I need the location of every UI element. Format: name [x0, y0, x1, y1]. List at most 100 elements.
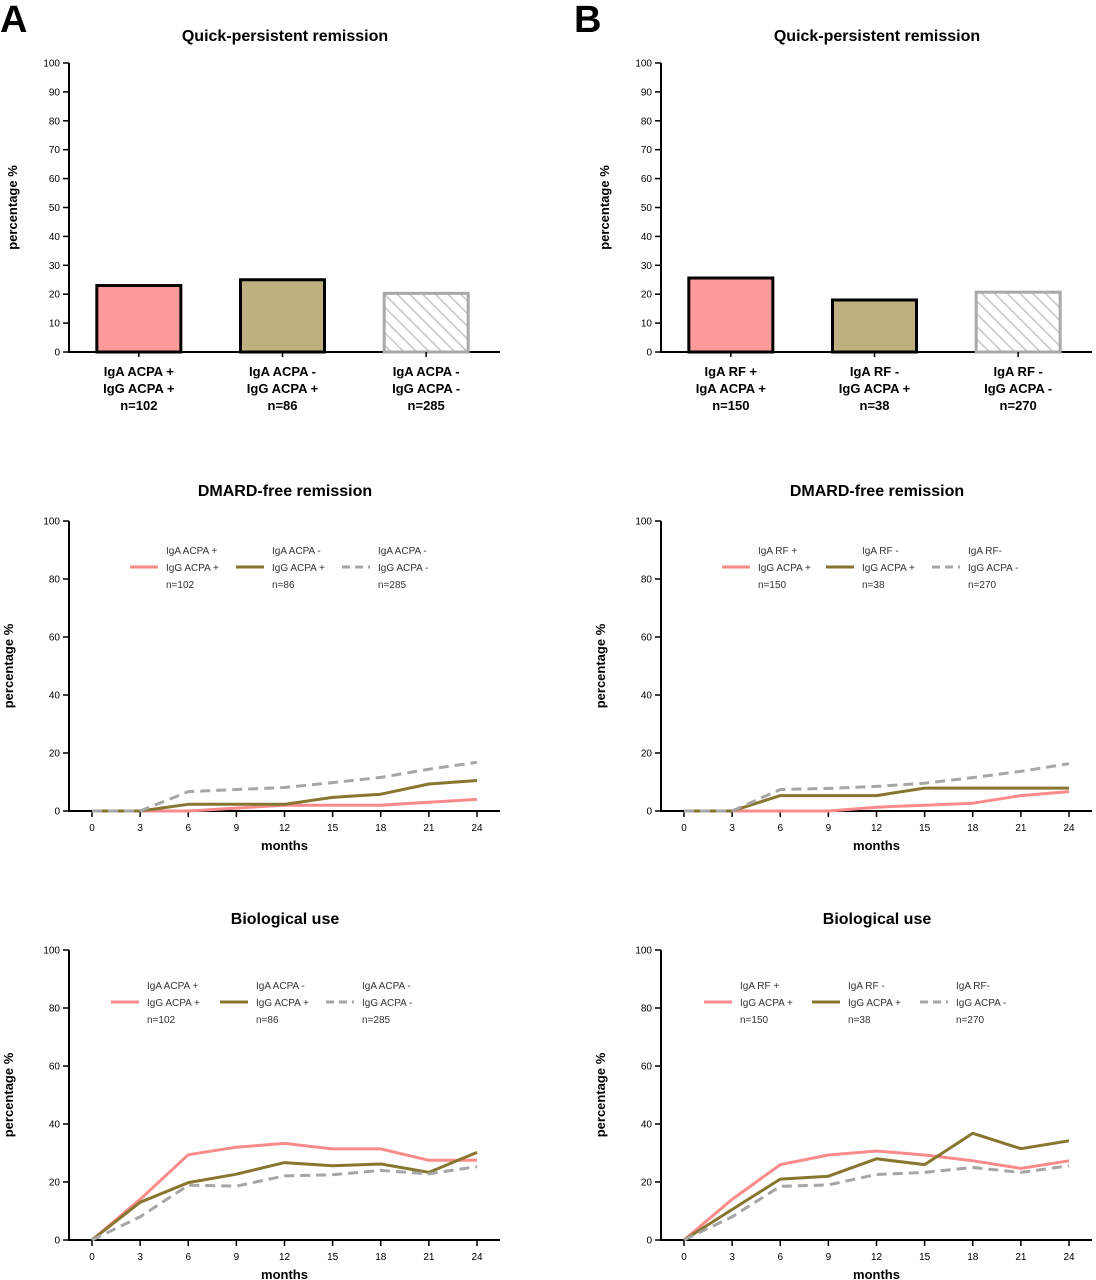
legend-label: IgG ACPA + [740, 998, 793, 1009]
y-tick-label: 70 [49, 145, 61, 156]
x-tick-label: 18 [967, 823, 979, 834]
y-tick-label: 30 [641, 261, 653, 272]
x-tick-label: 6 [185, 1252, 191, 1263]
category-label: IgA ACPA + [104, 364, 175, 379]
series-line-2 [92, 779, 478, 813]
legend-label: IgG ACPA + [758, 563, 811, 574]
y-tick-label: 60 [641, 1062, 653, 1073]
y-tick-label: 0 [54, 348, 60, 359]
bar-3 [974, 290, 1062, 354]
y-tick-label: 20 [641, 290, 653, 301]
y-tick-label: 100 [635, 946, 652, 957]
legend-label: n=102 [147, 1015, 176, 1026]
y-tick-label: 0 [646, 1236, 652, 1247]
x-tick-label: 21 [423, 1252, 435, 1263]
y-tick-label: 100 [635, 59, 652, 70]
bar-1 [687, 276, 775, 354]
legend-label: IgA RF - [862, 546, 899, 557]
x-tick-label: 12 [871, 823, 883, 834]
category-label: IgA RF - [850, 364, 899, 379]
category-label: n=38 [860, 398, 890, 413]
y-tick-label: 0 [646, 348, 652, 359]
x-tick-label: 9 [234, 1252, 240, 1263]
chart-title: Quick-persistent remission [182, 28, 388, 45]
y-tick-label: 10 [49, 319, 61, 330]
x-tick-label: 6 [777, 823, 783, 834]
series-line-2 [91, 1151, 478, 1242]
x-tick-label: 24 [471, 823, 483, 834]
legend-label: n=150 [740, 1015, 769, 1026]
legend-label: IgA RF - [848, 981, 885, 992]
series-line-2 [683, 1131, 1070, 1242]
panel-label-b: B [574, 0, 601, 41]
y-tick-label: 0 [54, 807, 60, 818]
legend-label: IgA ACPA - [272, 546, 321, 557]
y-tick-label: 20 [641, 1178, 653, 1189]
legend-label: IgA ACPA + [147, 981, 198, 992]
legend-label: n=38 [862, 580, 885, 591]
legend-label: IgG ACPA - [968, 563, 1018, 574]
category-label: n=285 [408, 398, 445, 413]
chart-title: Biological use [823, 911, 932, 928]
y-tick-label: 50 [641, 203, 653, 214]
y-tick-label: 40 [49, 232, 61, 243]
y-axis-label: percentage % [593, 623, 608, 708]
chart-B-bio: Biological use percentage % 0 20 40 60 80 100 0 3… [593, 911, 1092, 1280]
chart-B-bar: Quick-persistent remission percentage % 0 1… [597, 28, 1092, 413]
category-label: IgA ACPA - [249, 364, 316, 379]
legend-label: IgA ACPA - [362, 981, 411, 992]
legend-label: IgG ACPA + [166, 563, 219, 574]
legend-label: IgG ACPA + [272, 563, 325, 574]
legend-label: IgA RF + [740, 981, 779, 992]
x-tick-label: 18 [375, 823, 387, 834]
y-tick-label: 80 [49, 1004, 61, 1015]
y-tick-label: 40 [49, 691, 61, 702]
y-tick-label: 80 [641, 116, 653, 127]
category-label: IgG ACPA + [839, 381, 911, 396]
series-line-2 [684, 786, 1069, 813]
x-tick-label: 21 [423, 823, 435, 834]
legend-label: n=102 [166, 580, 195, 591]
series-line-3 [683, 1164, 1070, 1242]
category-label: IgG ACPA + [247, 381, 319, 396]
y-axis-label: percentage % [593, 1052, 608, 1137]
legend-label: n=285 [362, 1015, 391, 1026]
category-label: IgA ACPA + [696, 381, 767, 396]
x-tick-label: 3 [729, 823, 735, 834]
y-tick-label: 60 [641, 633, 653, 644]
series-line-3 [91, 1165, 478, 1242]
y-tick-label: 90 [641, 87, 653, 98]
x-axis-label: months [261, 838, 308, 853]
x-tick-label: 15 [919, 1252, 931, 1263]
legend-label: n=270 [956, 1015, 985, 1026]
series-line-1 [684, 790, 1070, 813]
y-tick-label: 40 [641, 691, 653, 702]
y-axis-label: percentage % [597, 165, 612, 250]
x-tick-label: 3 [729, 1252, 735, 1263]
x-tick-label: 24 [471, 1252, 483, 1263]
category-label: IgA RF - [993, 364, 1042, 379]
x-tick-label: 21 [1015, 1252, 1027, 1263]
chart-title: Biological use [231, 911, 340, 928]
y-tick-label: 40 [641, 232, 653, 243]
y-axis-label: percentage % [5, 165, 20, 250]
chart-title: DMARD-free remission [198, 483, 372, 500]
y-tick-label: 70 [641, 145, 653, 156]
legend-label: n=86 [256, 1015, 279, 1026]
category-label: IgG ACPA - [392, 381, 460, 396]
y-tick-label: 20 [641, 749, 653, 760]
charts-layer: Quick-persistent remission percentage % 0 1… [1, 28, 1092, 1280]
bar-2 [239, 278, 326, 354]
x-tick-label: 6 [777, 1252, 783, 1263]
legend-label: IgA RF- [968, 546, 1002, 557]
x-tick-label: 12 [279, 823, 291, 834]
bar-2 [831, 298, 918, 354]
x-tick-label: 21 [1015, 823, 1027, 834]
y-tick-label: 80 [49, 575, 61, 586]
x-tick-label: 24 [1063, 1252, 1075, 1263]
panel-label-a: A [0, 0, 27, 41]
x-tick-label: 15 [327, 1252, 339, 1263]
legend-label: IgA ACPA - [256, 981, 305, 992]
y-tick-label: 10 [641, 319, 653, 330]
x-tick-label: 18 [967, 1252, 979, 1263]
